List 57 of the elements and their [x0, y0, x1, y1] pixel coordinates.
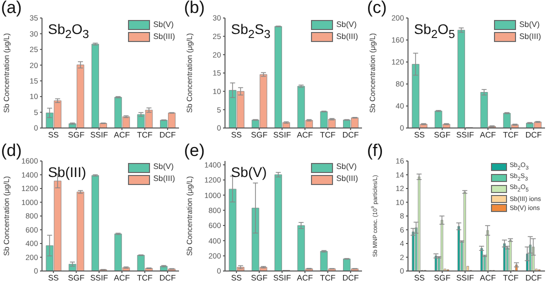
x-tick-label: SGF [434, 273, 451, 282]
text: (d) [1, 140, 22, 160]
x-tick-label: ACF [480, 130, 496, 140]
x-tick-label: TCF [502, 273, 519, 282]
x-tick-label: SS [48, 273, 59, 282]
x-tick-label: SSIF [273, 273, 292, 282]
x-tick-label: DCF [342, 130, 359, 140]
x-tick-label: SGF [434, 130, 451, 140]
x-tick-label: ACF [296, 273, 314, 282]
x-tick-label: TCF [320, 273, 336, 282]
chart-title: Sb$_{2}$O$_{3}$ [48, 21, 89, 41]
x-tick-label: DCF [525, 130, 542, 140]
x-tick-label: SGF [251, 130, 268, 140]
text: (c) [367, 0, 387, 18]
x-tick-label: DCF [525, 273, 542, 282]
x-tick-label: SGF [68, 273, 85, 282]
x-tick-label: TCF [136, 130, 153, 140]
x-tick-label: SS [231, 130, 242, 140]
text: (e) [184, 140, 205, 160]
chart-title: Sb$_{2}$O$_{5}$ [414, 21, 455, 41]
chart-title: Sb(III) [48, 164, 86, 180]
x-tick-label: ACF [480, 273, 496, 282]
x-tick-label: SSIF [456, 130, 474, 140]
legend-label: Sb(V) [153, 162, 174, 172]
x-tick-label: TCF [502, 130, 519, 140]
x-tick-label: SSIF [90, 273, 108, 282]
x-tick-label: ACF [296, 130, 314, 140]
legend-label: Sb(V) [519, 20, 540, 30]
text: (a) [1, 0, 22, 18]
x-tick-label: SS [48, 130, 59, 140]
x-tick-label: SSIF [90, 130, 108, 140]
legend-label: Sb(V) [336, 162, 357, 172]
x-tick-label: SGF [251, 273, 268, 282]
legend-label: Sb(III) [336, 174, 358, 184]
x-tick-label: DCF [159, 273, 176, 282]
x-tick-label: DCF [342, 273, 359, 282]
text: (f) [367, 140, 384, 160]
legend-label: Sb(III) [153, 174, 175, 184]
legend-label: Sb(V) [336, 20, 357, 30]
legend-label: Sb(III) [519, 32, 541, 42]
text: (b) [184, 0, 205, 18]
x-tick-label: SS [231, 273, 242, 282]
x-tick-label: SS [414, 273, 425, 282]
chart-title: Sb$_{2}$S$_{3}$ [231, 21, 270, 41]
chart-title: Sb(V) [231, 164, 267, 180]
x-tick-label: SSIF [273, 130, 292, 140]
legend-label: Sb(III) [336, 32, 358, 42]
x-tick-label: SSIF [456, 273, 474, 282]
legend-label: Sb(III) [153, 32, 175, 42]
x-tick-label: SGF [68, 130, 85, 140]
x-tick-label: SS [414, 130, 425, 140]
x-tick-label: TCF [320, 130, 336, 140]
x-tick-label: TCF [136, 273, 153, 282]
x-tick-label: ACF [114, 130, 130, 140]
x-tick-label: ACF [114, 273, 130, 282]
legend-label: Sb(V) [153, 20, 174, 30]
x-tick-label: DCF [159, 130, 176, 140]
